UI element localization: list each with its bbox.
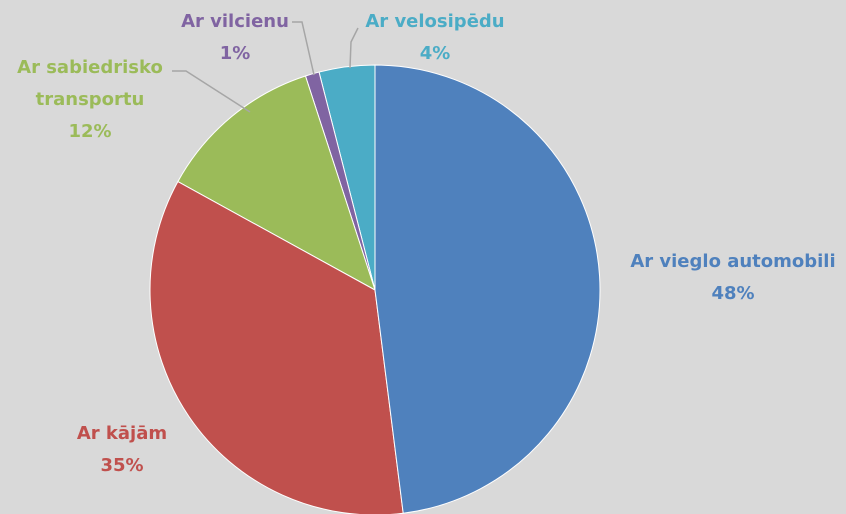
category-label: Ar vilcienu xyxy=(181,11,289,32)
category-label: Ar kājām xyxy=(76,423,168,444)
leader-line xyxy=(172,70,251,113)
value-label: 4% xyxy=(419,43,451,64)
pie-slice xyxy=(374,64,601,514)
pie-slice xyxy=(177,75,376,292)
category-label: Ar sabiedrisko transportu xyxy=(17,57,163,110)
slice-label: Ar kājām 35% xyxy=(42,418,202,482)
slice-label: Ar sabiedrisko transportu 12% xyxy=(10,52,170,148)
value-label: 1% xyxy=(219,43,251,64)
pie-slice xyxy=(149,180,404,514)
value-label: 35% xyxy=(100,455,144,476)
value-label: 48% xyxy=(711,283,755,304)
slice-label: Ar velosipēdu 4% xyxy=(355,6,515,70)
value-label: 12% xyxy=(68,121,112,142)
category-label: Ar vieglo automobili xyxy=(630,251,836,272)
slice-label: Ar vieglo automobili 48% xyxy=(613,246,846,310)
slice-label: Ar vilcienu 1% xyxy=(165,6,305,70)
leader-line xyxy=(292,21,315,76)
leader-line xyxy=(349,27,359,69)
category-label: Ar velosipēdu xyxy=(365,11,505,32)
